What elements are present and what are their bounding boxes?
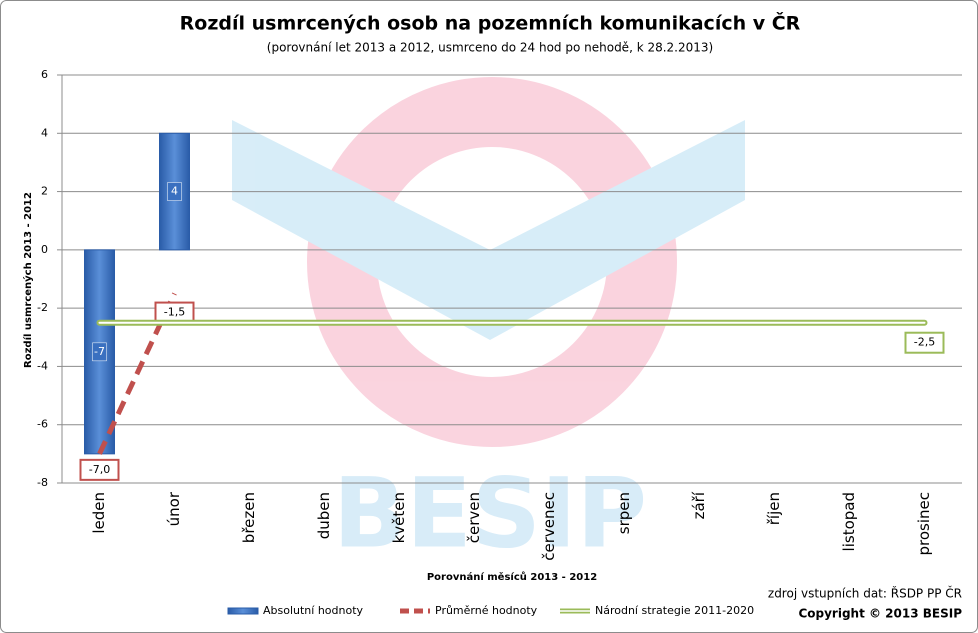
x-axis-label: Porovnání měsíců 2013 - 2012: [427, 570, 597, 583]
x-tick-label: květen: [390, 492, 408, 543]
y-tick-label: 4: [41, 126, 48, 139]
x-tick-label: říjen: [765, 492, 783, 525]
y-tick-label: 2: [41, 185, 48, 198]
bar-label-box: [167, 182, 182, 201]
y-tick-label: -6: [37, 418, 48, 431]
legend-swatch: [227, 607, 259, 615]
value-label: -2,5: [914, 336, 935, 349]
copyright: Copyright © 2013 BESIP: [798, 607, 962, 621]
y-axis-label: Rozdíl usmrcených 2013 - 2012: [22, 192, 34, 368]
source: zdroj vstupních dat: ŘSDP PP ČR: [768, 586, 962, 601]
legend-label: Absolutní hodnoty: [263, 604, 364, 617]
y-tick-label: -4: [37, 359, 48, 372]
x-tick-label: únor: [165, 491, 183, 526]
watermark-logo: [232, 77, 745, 447]
y-tick-label: -2: [37, 301, 48, 314]
x-tick-label: září: [690, 491, 708, 519]
x-tick-label: leden: [90, 492, 108, 534]
chart-subtitle: (porovnání let 2013 a 2012, usmrceno do …: [267, 41, 713, 55]
x-tick-label: duben: [315, 492, 333, 539]
value-label: -1,5: [164, 306, 185, 319]
legend-label: Průměrné hodnoty: [435, 604, 538, 617]
bar-label: 4: [171, 185, 178, 198]
y-tick-label: 0: [41, 243, 48, 256]
y-tick-label: 6: [41, 68, 48, 81]
line: [97, 292, 177, 455]
value-label-box: [79, 458, 120, 481]
x-tick-label: březen: [240, 492, 258, 543]
value-label-box: [904, 331, 945, 354]
watermark-text: BESIP: [333, 457, 647, 569]
x-tick-label: listopad: [840, 492, 858, 551]
bar-label: -7: [94, 345, 105, 358]
x-tick-label: prosinec: [915, 492, 933, 556]
value-label: -7,0: [89, 463, 110, 476]
x-tick-label: červenec: [540, 492, 558, 561]
legend-label: Národní strategie 2011-2020: [595, 604, 754, 617]
bar-label-box: [92, 342, 107, 362]
y-tick-label: -8: [37, 476, 48, 489]
x-tick-label: červen: [465, 492, 483, 543]
x-tick-label: srpen: [615, 492, 633, 534]
chart-title: Rozdíl usmrcených osob na pozemních komu…: [180, 11, 801, 35]
